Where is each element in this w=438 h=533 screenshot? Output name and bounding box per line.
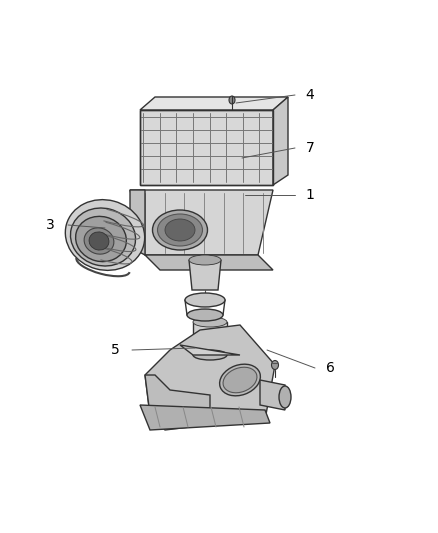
Polygon shape [189,260,221,290]
Polygon shape [180,345,240,355]
Ellipse shape [84,228,114,254]
Polygon shape [145,255,273,270]
Text: 4: 4 [306,88,314,102]
Ellipse shape [65,200,145,270]
Ellipse shape [223,367,257,393]
Ellipse shape [165,219,195,241]
Polygon shape [140,405,270,430]
Text: 5: 5 [111,343,120,357]
Polygon shape [140,97,288,110]
Text: 1: 1 [306,188,314,202]
Ellipse shape [193,317,227,327]
Ellipse shape [187,309,223,321]
Polygon shape [145,375,210,430]
Ellipse shape [152,210,208,250]
Text: 7: 7 [306,141,314,155]
Ellipse shape [76,216,127,262]
Ellipse shape [272,360,279,369]
Polygon shape [140,110,273,185]
Ellipse shape [279,386,291,408]
Polygon shape [260,380,285,410]
Ellipse shape [229,96,235,104]
Polygon shape [130,190,273,255]
Text: 3: 3 [46,218,54,232]
Ellipse shape [89,232,109,250]
Polygon shape [273,97,288,185]
Text: 6: 6 [325,361,335,375]
Ellipse shape [158,214,202,246]
Ellipse shape [185,293,225,307]
Ellipse shape [219,364,260,396]
Polygon shape [145,325,275,420]
Ellipse shape [71,208,135,266]
Ellipse shape [189,255,221,265]
Polygon shape [193,322,227,355]
Ellipse shape [193,350,227,360]
Polygon shape [130,190,145,255]
